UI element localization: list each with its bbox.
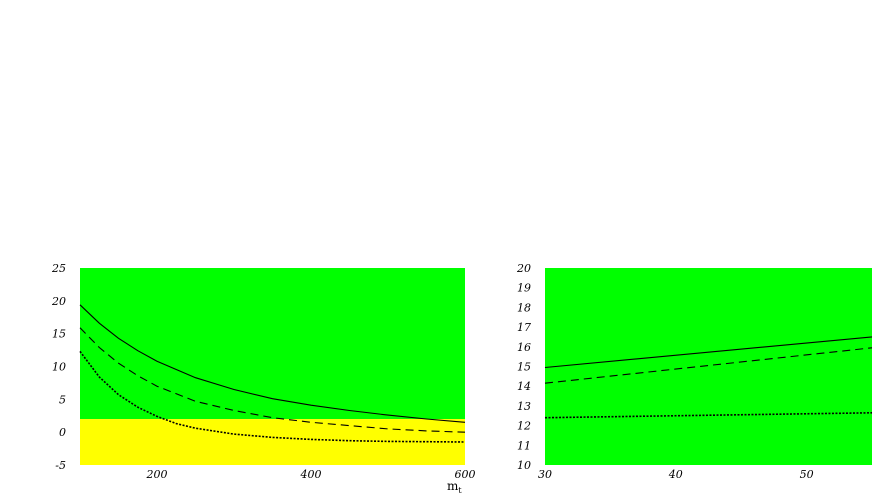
y-tick-label: 12 — [517, 420, 531, 433]
series-line-dotted — [79, 350, 466, 443]
x-tick-label: 40 — [668, 468, 683, 481]
chart-panel-2: 20 19 18 17 16 15 14 13 12 11 10 30 40 50 — [516, 262, 872, 481]
y-tick-label: 18 — [517, 301, 531, 314]
y-tick-label: 20 — [516, 262, 531, 275]
y-tick-label: 15 — [52, 328, 66, 341]
x-tick-label: 200 — [146, 468, 168, 481]
x-tick-label: 30 — [538, 468, 552, 481]
y-tick-label: 25 — [51, 262, 66, 275]
series-line-solid — [79, 304, 466, 423]
y-tick-label: -5 — [55, 459, 66, 472]
y-tick-label: 10 — [52, 361, 66, 374]
series-line-solid — [544, 336, 872, 369]
y-tick-label: 15 — [517, 361, 531, 374]
series-line-dashed — [79, 327, 466, 433]
x-tick-label: 50 — [800, 468, 814, 481]
background-region-1 — [80, 268, 465, 420]
y-tick-label: 0 — [59, 426, 66, 439]
x-tick-label: 400 — [300, 468, 322, 481]
y-tick-label: 5 — [59, 393, 66, 406]
y-tick-label: 20 — [51, 295, 66, 308]
y-tick-label: 17 — [517, 321, 531, 334]
y-tick-label: 16 — [517, 341, 531, 354]
y-tick-label: 11 — [517, 439, 531, 452]
series-line-dashed — [544, 347, 872, 384]
x-axis-label: mt — [447, 479, 462, 495]
y-tick-label: 14 — [517, 380, 531, 393]
y-tick-label: 19 — [517, 282, 531, 295]
x-tick-label: 600 — [455, 468, 476, 481]
background-region-2 — [80, 419, 465, 465]
y-tick-label: 13 — [517, 400, 531, 413]
background-region-1 — [545, 268, 872, 465]
y-tick-label: 10 — [517, 459, 531, 472]
